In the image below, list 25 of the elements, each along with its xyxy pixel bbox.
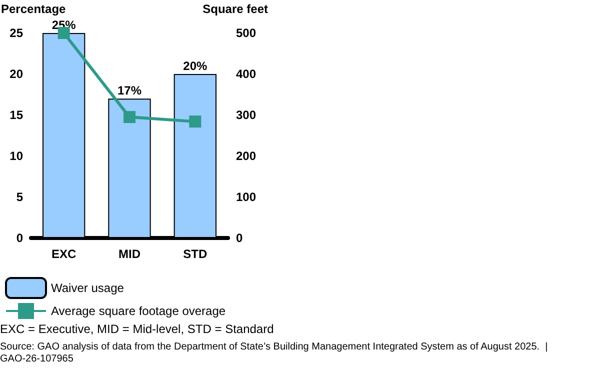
y-tick-label: 15 bbox=[10, 108, 24, 122]
y2-axis-title: Square feet bbox=[202, 2, 268, 16]
y2-tick-label: 200 bbox=[236, 149, 256, 163]
point bbox=[189, 116, 202, 128]
x-tick-label: EXC bbox=[51, 247, 76, 261]
y-tick-label: 20 bbox=[10, 67, 24, 81]
y-tick-label: 10 bbox=[10, 149, 24, 163]
y-tick-label: 0 bbox=[16, 231, 24, 245]
y-axis-title: Percentage bbox=[1, 2, 66, 16]
source-note: Source: GAO analysis of data from the Department of State’s Building Management Integrated System as of August 2025. | GAO-26-107965 bbox=[0, 342, 554, 364]
y-tick-label: 5 bbox=[16, 190, 24, 204]
text: EXC = Executive, MID = Mid-level, STD = Standard bbox=[0, 322, 274, 336]
y2-tick-label: 100 bbox=[236, 190, 256, 204]
y2-tick-label: 500 bbox=[236, 26, 256, 40]
y2-tick-label: 300 bbox=[236, 108, 256, 122]
legend-label: Average square footage overage bbox=[51, 304, 226, 318]
y2-tick-label: 400 bbox=[236, 67, 256, 81]
y2-tick-label: 0 bbox=[236, 231, 243, 245]
legend-label: Waiver usage bbox=[51, 281, 124, 295]
y-tick-label: 25 bbox=[10, 26, 24, 40]
point bbox=[124, 111, 136, 124]
data-label: 17% bbox=[117, 84, 142, 98]
x-tick-label: STD bbox=[183, 247, 208, 261]
x-tick-label: MID bbox=[118, 247, 141, 261]
data-label: 20% bbox=[183, 59, 208, 73]
